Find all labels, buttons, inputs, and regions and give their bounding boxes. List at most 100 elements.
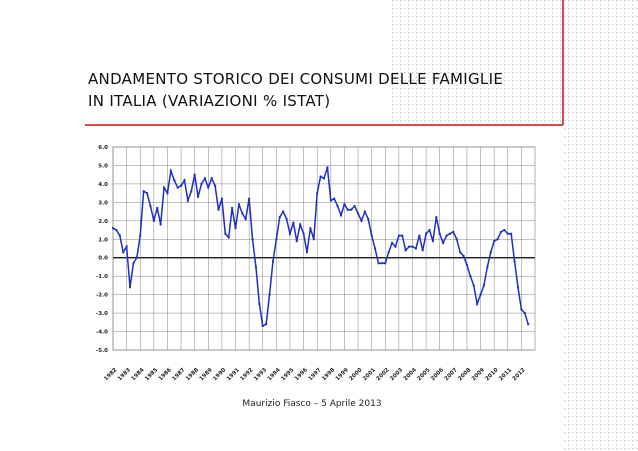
point: [387, 251, 390, 254]
point: [329, 199, 332, 202]
point: [462, 254, 465, 257]
point: [326, 166, 329, 169]
point: [435, 216, 438, 219]
point: [411, 245, 414, 248]
point: [176, 186, 179, 189]
plot-frame: [112, 146, 536, 351]
point: [479, 293, 482, 296]
decor-pattern: [390, 0, 638, 125]
footer: Maurizio Fiasco – 5 Aprile 2013: [242, 399, 381, 409]
point: [319, 175, 322, 178]
point: [190, 190, 193, 193]
point: [288, 232, 291, 235]
point: [482, 284, 485, 287]
point: [173, 179, 176, 182]
point: [452, 230, 455, 233]
point: [374, 247, 377, 250]
y-tick-label: 3.0: [98, 200, 108, 206]
point: [360, 219, 363, 222]
point: [268, 293, 271, 296]
point: [169, 169, 172, 172]
point: [391, 241, 394, 244]
y-tick-label: 4.0: [98, 182, 108, 188]
point: [146, 192, 149, 195]
point: [299, 223, 302, 226]
point: [231, 206, 234, 209]
y-tick-label: -1.0: [96, 274, 108, 280]
point: [333, 197, 336, 200]
point: [244, 217, 247, 220]
point: [112, 227, 114, 230]
point: [214, 184, 217, 187]
y-tick-label: -5.0: [96, 348, 108, 354]
point: [166, 192, 169, 195]
point: [459, 251, 462, 254]
point: [254, 265, 257, 268]
point: [200, 182, 203, 185]
point: [363, 210, 366, 213]
point: [241, 212, 244, 215]
point: [261, 325, 264, 328]
point: [384, 262, 387, 265]
point: [183, 179, 186, 182]
point: [357, 212, 360, 215]
point: [380, 262, 383, 265]
y-tick-label: 6.0: [98, 145, 108, 151]
point: [275, 238, 278, 241]
point: [248, 197, 251, 200]
point: [125, 245, 128, 248]
y-tick-label: -4.0: [96, 330, 108, 336]
point: [251, 238, 254, 241]
point: [340, 214, 343, 217]
decor-pattern: [563, 125, 638, 451]
point: [404, 249, 407, 252]
point: [431, 240, 434, 243]
point: [278, 216, 281, 219]
point: [520, 308, 523, 311]
point: [445, 234, 448, 237]
point: [421, 249, 424, 252]
chart-bg: [95, 133, 545, 385]
point: [401, 234, 404, 237]
point: [159, 223, 162, 226]
point: [265, 323, 268, 326]
point: [448, 232, 451, 235]
point: [210, 177, 213, 180]
point: [469, 275, 472, 278]
point: [282, 210, 285, 213]
point: [489, 251, 492, 254]
title: ANDAMENTO STORICO DEI CONSUMI DELLE FAMI…: [88, 70, 503, 88]
y-tick-label: -2.0: [96, 293, 108, 299]
point: [353, 205, 356, 208]
point: [425, 232, 428, 235]
point: [336, 205, 339, 208]
y-tick-label: 5.0: [98, 163, 108, 169]
point: [227, 236, 230, 239]
point: [234, 227, 237, 230]
point: [186, 199, 189, 202]
point: [237, 203, 240, 206]
point: [513, 260, 516, 263]
point: [493, 240, 496, 243]
point: [442, 241, 445, 244]
point: [377, 262, 380, 265]
point: [149, 205, 152, 208]
point: [152, 219, 155, 222]
y-tick-label: 0.0: [98, 256, 108, 262]
point: [414, 247, 417, 250]
point: [523, 312, 526, 315]
point: [203, 177, 206, 180]
point: [309, 227, 312, 230]
point: [224, 232, 227, 235]
point: [197, 195, 200, 198]
point: [139, 234, 142, 237]
point: [346, 208, 349, 211]
point: [193, 173, 196, 176]
point: [285, 217, 288, 220]
point: [370, 234, 373, 237]
point: [258, 302, 261, 305]
point: [115, 229, 118, 232]
point: [527, 323, 530, 326]
point: [122, 251, 125, 254]
